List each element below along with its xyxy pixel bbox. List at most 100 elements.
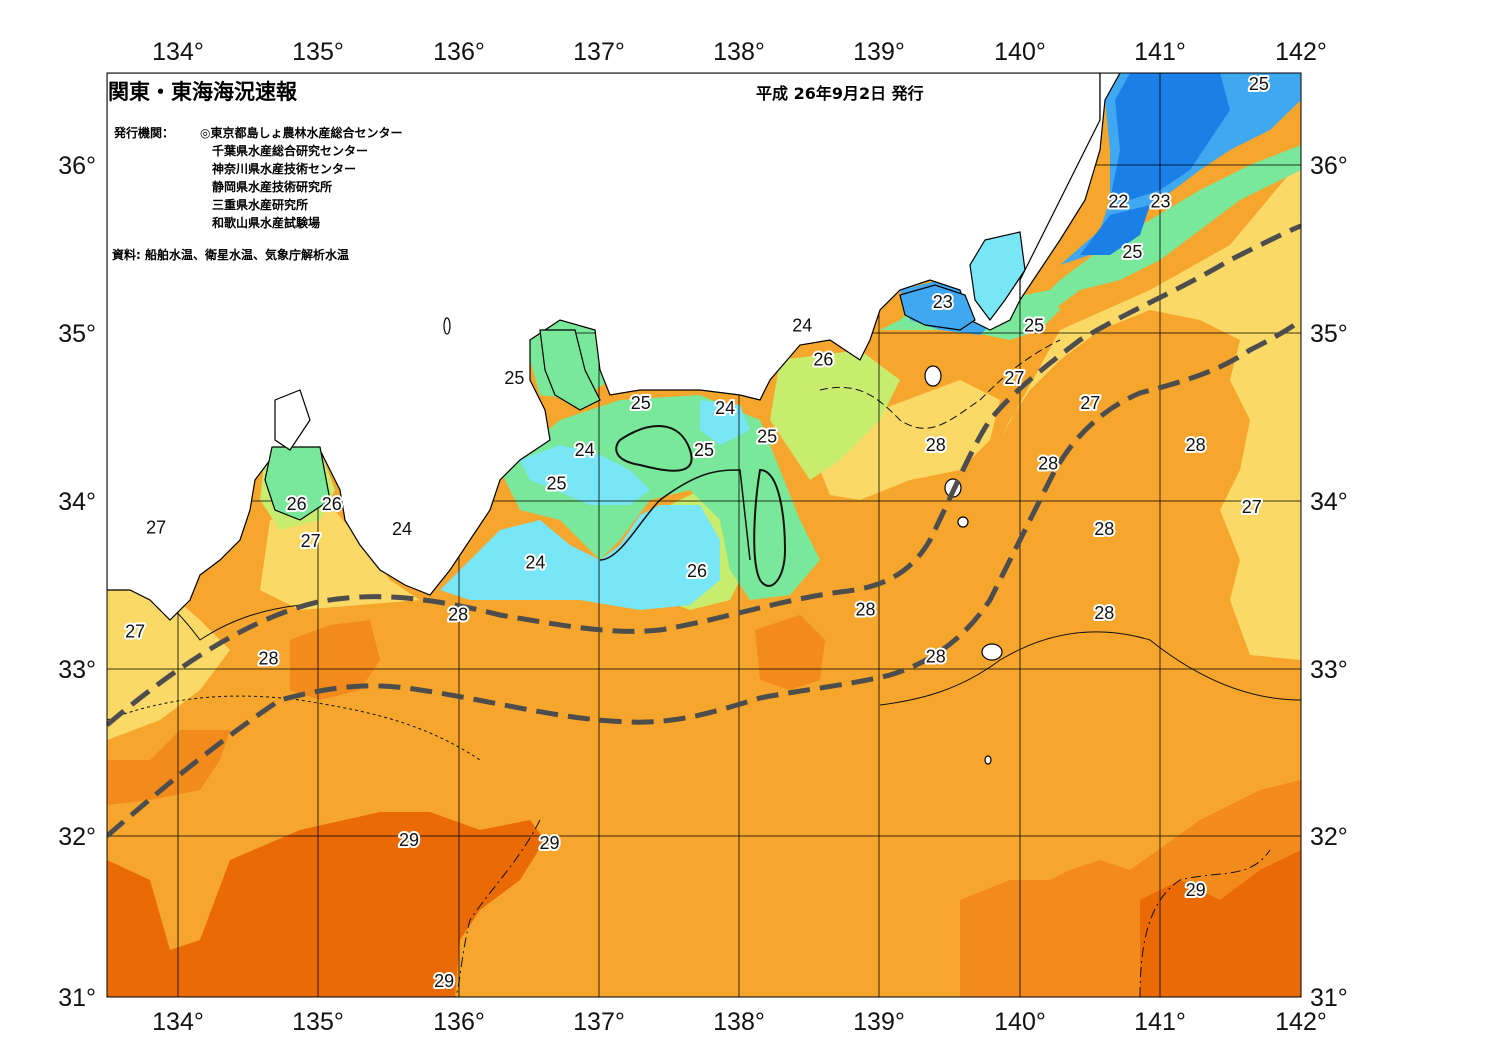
lon-label-top: 138° — [713, 38, 765, 66]
lat-label-right: 34° — [1310, 488, 1348, 516]
contour-label: 25 — [1249, 74, 1269, 94]
temp-zone-29-west — [107, 812, 545, 997]
lon-label-bottom: 134° — [152, 1008, 204, 1036]
lat-label-right: 35° — [1310, 320, 1348, 348]
contour-label: 28 — [855, 600, 875, 620]
map-frame — [106, 72, 1302, 998]
data-source: 資料: 船舶水温、衛星水温、気象庁解析水温 — [112, 248, 349, 262]
izu-peninsula-tip — [924, 365, 942, 387]
lake-fragment — [443, 317, 451, 335]
kuroshio-axis-north — [107, 223, 1301, 727]
agency-item: 神奈川県水産技術センター — [212, 162, 357, 176]
contour-label: 24 — [575, 440, 595, 460]
contour-label: 26 — [687, 561, 707, 581]
contour-label: 29 — [399, 830, 419, 850]
contour-label: 25 — [546, 474, 566, 494]
lat-label-left: 36° — [58, 152, 96, 180]
agency-item: 和歌山県水産試験場 — [212, 216, 321, 230]
temp-zone-28-5-b — [755, 615, 825, 690]
lat-label-right: 36° — [1310, 152, 1348, 180]
temp-zone-28-5 — [290, 620, 380, 700]
lon-label-top: 136° — [433, 38, 485, 66]
contour-label: 28 — [1038, 454, 1058, 474]
agency-item: 三重県水産研究所 — [212, 198, 309, 212]
land — [107, 73, 1121, 765]
temp-zone-27-east — [1000, 160, 1301, 660]
contour-label: 23 — [1150, 191, 1170, 211]
temp-zone-25 — [500, 395, 820, 600]
contour-label: 26 — [813, 349, 833, 369]
lat-labels-right: 36° 35° 34° 33° 32° 31° — [1310, 152, 1348, 1012]
contour-label: 28 — [1094, 519, 1114, 539]
contour-label: 29 — [1186, 880, 1206, 900]
contour-label: 26 — [322, 494, 342, 514]
lon-label-bottom: 138° — [713, 1008, 765, 1036]
hachijojima — [984, 755, 992, 765]
contour-label: 27 — [1004, 368, 1024, 388]
contour-label: 27 — [125, 622, 145, 642]
lon-label-bottom: 141° — [1134, 1008, 1186, 1036]
lat-labels-left: 36° 35° 34° 33° 32° 31° — [58, 152, 96, 1012]
contour-label: 24 — [392, 519, 412, 539]
osaka-bay — [264, 446, 331, 521]
contour-label: 24 — [715, 398, 735, 418]
agency-item: 千葉県水産総合研究センター — [212, 144, 369, 158]
lon-label-bottom: 137° — [573, 1008, 625, 1036]
contour-label: 28 — [926, 435, 946, 455]
contour-label: 28 — [258, 648, 278, 668]
issue-date: 平成 26年9月2日 発行 — [756, 84, 924, 103]
contour-label: 29 — [434, 971, 454, 991]
lon-label-bottom: 136° — [433, 1008, 485, 1036]
lon-label-top: 141° — [1134, 38, 1186, 66]
lat-label-left: 32° — [58, 823, 96, 851]
awaji-island — [274, 389, 311, 451]
temp-zone-24-nagoya — [700, 400, 750, 445]
lon-labels-top: 134° 135° 136° 137° 138° 139° 140° 141° … — [152, 38, 1327, 66]
temp-zone-27-kii — [260, 505, 420, 610]
contour-label: 24 — [525, 553, 545, 573]
contour-label: 24 — [792, 316, 812, 336]
lon-label-top: 135° — [292, 38, 344, 66]
contour-label: 27 — [301, 531, 321, 551]
kuroshio-axis — [107, 223, 1301, 838]
lon-label-bottom: 140° — [994, 1008, 1046, 1036]
agency-list: ◎東京都島しょ農林水産総合センター 千葉県水産総合研究センター 神奈川県水産技術… — [200, 124, 402, 232]
contour-label: 28 — [448, 605, 468, 625]
niijima — [957, 516, 969, 528]
lon-label-top: 139° — [853, 38, 905, 66]
lat-label-left: 33° — [58, 656, 96, 684]
lat-label-left: 34° — [58, 488, 96, 516]
lat-label-right: 32° — [1310, 823, 1348, 851]
contour-label: 25 — [694, 440, 714, 460]
contour-label: 23 — [933, 292, 953, 312]
lon-labels-bottom: 134° 135° 136° 137° 138° 139° 140° 141° … — [152, 1008, 1327, 1036]
lat-label-right: 33° — [1310, 656, 1348, 684]
agency-item: ◎東京都島しょ農林水産総合センター — [200, 126, 403, 140]
temp-zone-24 — [440, 505, 720, 610]
sagami-bay — [899, 284, 976, 331]
temp-zone-22 — [1110, 73, 1230, 200]
lon-label-top: 140° — [994, 38, 1046, 66]
temp-zone-26-suruga — [770, 350, 900, 480]
lon-label-bottom: 142° — [1275, 1008, 1327, 1036]
contour-label: 25 — [504, 368, 524, 388]
tokyo-bay — [969, 231, 1026, 321]
agencies-label: 発行機関： — [114, 126, 175, 140]
contour-label: 28 — [1186, 435, 1206, 455]
contour-label: 26 — [287, 494, 307, 514]
lon-label-top: 137° — [573, 38, 625, 66]
contour-label: 29 — [539, 833, 559, 853]
contour-label: 28 — [1094, 603, 1114, 623]
contour-label: 27 — [1242, 497, 1262, 517]
temp-zone-27-izu — [820, 380, 1000, 500]
lon-label-top: 134° — [152, 38, 204, 66]
kuroshio-axis-south — [107, 318, 1301, 838]
contour-label: 25 — [1122, 242, 1142, 262]
lat-label-right: 31° — [1310, 984, 1348, 1012]
contour-label: 22 — [1108, 191, 1128, 211]
contour-label: 25 — [1024, 316, 1044, 336]
temp-zone-22-shelf — [1080, 205, 1150, 255]
